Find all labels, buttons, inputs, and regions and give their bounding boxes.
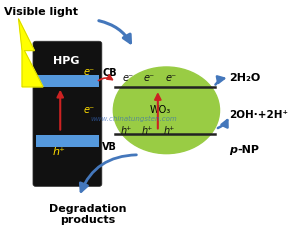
Text: Visible light: Visible light (4, 7, 78, 17)
Text: p: p (230, 145, 237, 155)
Bar (36, 135, 99, 147)
Bar (36, 75, 99, 87)
Text: HPG: HPG (53, 56, 79, 66)
Text: h⁺: h⁺ (164, 126, 175, 136)
Text: CB: CB (102, 68, 117, 78)
Text: Degradation
products: Degradation products (49, 204, 126, 225)
Text: h⁺: h⁺ (142, 126, 154, 136)
Polygon shape (19, 19, 43, 87)
FancyBboxPatch shape (33, 41, 102, 187)
Text: www.chinatungsten.com: www.chinatungsten.com (90, 115, 177, 122)
Text: 2H₂O: 2H₂O (230, 73, 261, 82)
Text: e⁻: e⁻ (144, 73, 155, 82)
Text: e⁻: e⁻ (122, 73, 133, 82)
Text: h⁺: h⁺ (52, 147, 65, 157)
Text: VB: VB (102, 142, 117, 152)
Text: e⁻: e⁻ (83, 105, 95, 115)
Text: e⁻: e⁻ (165, 73, 176, 82)
Text: -NP: -NP (237, 145, 260, 155)
Text: e⁻: e⁻ (83, 67, 95, 77)
Text: h⁺: h⁺ (121, 126, 132, 136)
Circle shape (113, 67, 219, 154)
Text: 2OH·+2H⁺: 2OH·+2H⁺ (230, 110, 289, 120)
Text: WO₃: WO₃ (150, 105, 171, 115)
